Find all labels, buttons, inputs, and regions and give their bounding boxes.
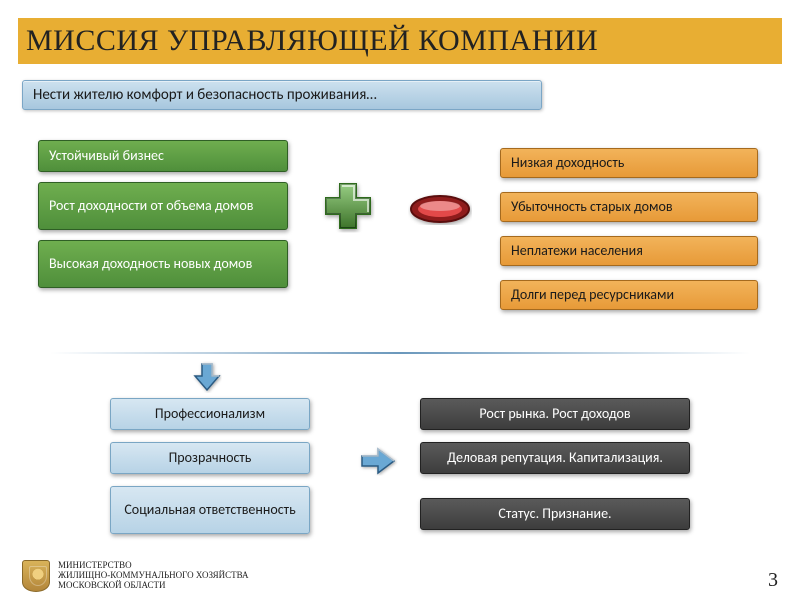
principle-label: Прозрачность xyxy=(169,450,252,466)
coat-of-arms-icon xyxy=(22,560,50,592)
negative-box-3: Неплатежи населения xyxy=(500,236,758,266)
negative-label: Неплатежи населения xyxy=(511,243,643,259)
outcome-label: Статус. Признание. xyxy=(498,506,611,522)
title-bar: МИССИЯ УПРАВЛЯЮЩЕЙ КОМПАНИИ xyxy=(18,18,782,64)
negative-label: Долги перед ресурсниками xyxy=(511,287,674,303)
principle-label: Профессионализм xyxy=(155,406,265,422)
arrow-down-icon xyxy=(190,360,224,394)
subtitle-text: Нести жителю комфорт и безопасность прож… xyxy=(33,86,377,104)
positive-box-1: Устойчивый бизнес xyxy=(38,140,288,172)
positive-label: Устойчивый бизнес xyxy=(49,148,164,164)
outcome-box-1: Рост рынка. Рост доходов xyxy=(420,398,690,430)
negative-label: Низкая доходность xyxy=(511,155,624,171)
arrow-right-icon xyxy=(358,446,398,476)
outcome-label: Деловая репутация. Капитализация. xyxy=(447,450,663,466)
positive-box-2: Рост доходности от объема домов xyxy=(38,182,288,230)
outcome-box-2: Деловая репутация. Капитализация. xyxy=(420,442,690,474)
negative-box-2: Убыточность старых домов xyxy=(500,192,758,222)
positive-label: Рост доходности от объема домов xyxy=(49,198,253,214)
principle-label: Социальная ответственность xyxy=(124,502,295,518)
negative-box-4: Долги перед ресурсниками xyxy=(500,280,758,310)
footer: МИНИСТЕРСТВО ЖИЛИЩНО-КОММУНАЛЬНОГО ХОЗЯЙ… xyxy=(22,560,249,592)
principle-box-1: Профессионализм xyxy=(110,398,310,430)
footer-text: МИНИСТЕРСТВО ЖИЛИЩНО-КОММУНАЛЬНОГО ХОЗЯЙ… xyxy=(58,561,249,591)
outcome-label: Рост рынка. Рост доходов xyxy=(479,406,630,422)
subtitle-banner: Нести жителю комфорт и безопасность прож… xyxy=(22,80,542,110)
plus-icon xyxy=(320,178,376,234)
positive-box-3: Высокая доходность новых домов xyxy=(38,240,288,288)
principle-box-2: Прозрачность xyxy=(110,442,310,474)
positive-label: Высокая доходность новых домов xyxy=(49,256,252,272)
negative-box-1: Низкая доходность xyxy=(500,148,758,178)
outcome-box-3: Статус. Признание. xyxy=(420,498,690,530)
page-title: МИССИЯ УПРАВЛЯЮЩЕЙ КОМПАНИИ xyxy=(18,24,598,58)
minus-icon xyxy=(408,192,472,226)
page-number: 3 xyxy=(768,569,778,592)
negative-label: Убыточность старых домов xyxy=(511,199,673,215)
section-divider xyxy=(50,352,750,354)
footer-line: МОСКОВСКОЙ ОБЛАСТИ xyxy=(58,581,249,591)
principle-box-3: Социальная ответственность xyxy=(110,486,310,534)
